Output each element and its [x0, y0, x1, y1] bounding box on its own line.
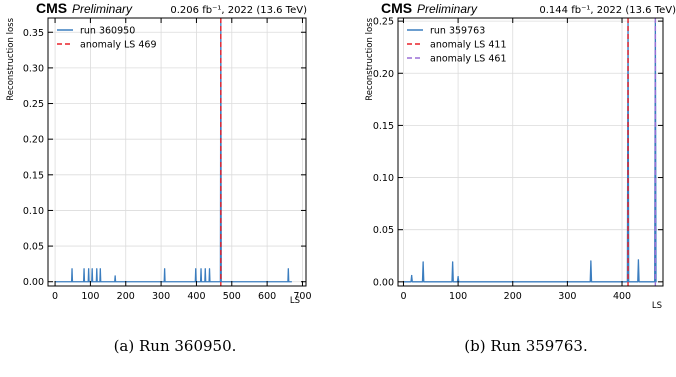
data-point: [114, 275, 116, 277]
plot-frame: [397, 17, 664, 287]
legend-entry: run 360950: [80, 26, 135, 37]
y-tick-label: 0.00: [23, 277, 44, 288]
x-axis-label: LS: [652, 301, 662, 311]
x-tick-label: 700: [293, 291, 311, 302]
preliminary-label: Preliminary: [72, 2, 133, 16]
y-axis-label: Reconstruction loss: [6, 17, 16, 100]
data-point: [208, 268, 211, 270]
cms-label: CMS: [381, 0, 412, 16]
y-tick-label: 0.05: [23, 242, 44, 253]
data-point: [590, 260, 592, 262]
x-tick-label: 100: [81, 291, 99, 302]
legend-entry: anomaly LS 469: [80, 40, 157, 51]
data-point: [99, 268, 101, 270]
legend-entry: run 359763: [430, 26, 485, 37]
y-tick-label: 0.25: [23, 99, 44, 110]
y-tick-label: 0.20: [373, 69, 394, 80]
data-point: [457, 276, 459, 278]
y-tick-label: 0.00: [373, 277, 394, 288]
data-point: [422, 261, 424, 263]
data-point: [164, 268, 166, 270]
figure-caption: (a) Run 360950.: [114, 337, 237, 355]
plot-frame: [47, 17, 307, 287]
data-point: [83, 268, 85, 270]
x-tick-label: 100: [449, 291, 467, 302]
x-tick-label: 200: [504, 291, 522, 302]
cms-label: CMS: [36, 0, 67, 16]
x-tick-label: 300: [558, 291, 576, 302]
data-point: [204, 268, 206, 270]
panel-run-a: 0 100 200 300 400 500 600 700 0.00 0.05 0.10 0.15 0.…: [6, 0, 312, 355]
x-tick-label: 500: [223, 291, 241, 302]
x-tick-label: 200: [117, 291, 135, 302]
y-tick-label: 0.20: [23, 135, 44, 146]
data-point: [88, 268, 90, 270]
y-tick-label: 0.15: [373, 121, 394, 132]
x-tick-label: 0: [400, 291, 406, 302]
data-point: [91, 268, 93, 270]
data-point: [200, 268, 202, 270]
y-tick-label: 0.05: [373, 225, 394, 236]
data-point: [71, 268, 73, 270]
preliminary-label: Preliminary: [417, 2, 478, 16]
luminosity-label: 0.144 fb⁻¹, 2022 (13.6 TeV): [539, 5, 676, 16]
y-tick-label: 0.10: [373, 173, 394, 184]
panel-run-b: 0 100 200 300 400 0.00 0.05 0.10 0.15 0.20 0.25 LS R…: [365, 0, 676, 355]
y-tick-label: 0.10: [23, 206, 44, 217]
legend-entry: anomaly LS 461: [430, 54, 507, 65]
data-point: [637, 259, 640, 261]
data-point: [195, 268, 197, 270]
x-tick-label: 600: [258, 291, 276, 302]
luminosity-label: 0.206 fb⁻¹, 2022 (13.6 TeV): [170, 5, 307, 16]
x-tick-label: 400: [613, 291, 631, 302]
x-axis-label: LS: [290, 296, 300, 306]
figure-caption: (b) Run 359763.: [464, 337, 588, 355]
data-point: [411, 274, 413, 277]
y-tick-label: 0.35: [23, 28, 44, 39]
y-tick-label: 0.30: [23, 63, 44, 74]
series-line: [403, 20, 657, 283]
data-point: [287, 268, 289, 270]
series-line: [55, 20, 292, 283]
y-axis-label: Reconstruction loss: [365, 17, 375, 100]
x-tick-label: 400: [187, 291, 205, 302]
data-point: [452, 261, 454, 263]
legend-entry: anomaly LS 411: [430, 40, 507, 51]
y-tick-label: 0.15: [23, 170, 44, 181]
x-tick-label: 300: [152, 291, 170, 302]
y-tick-label: 0.25: [373, 17, 394, 28]
data-point: [96, 268, 98, 270]
x-tick-label: 0: [52, 291, 58, 302]
